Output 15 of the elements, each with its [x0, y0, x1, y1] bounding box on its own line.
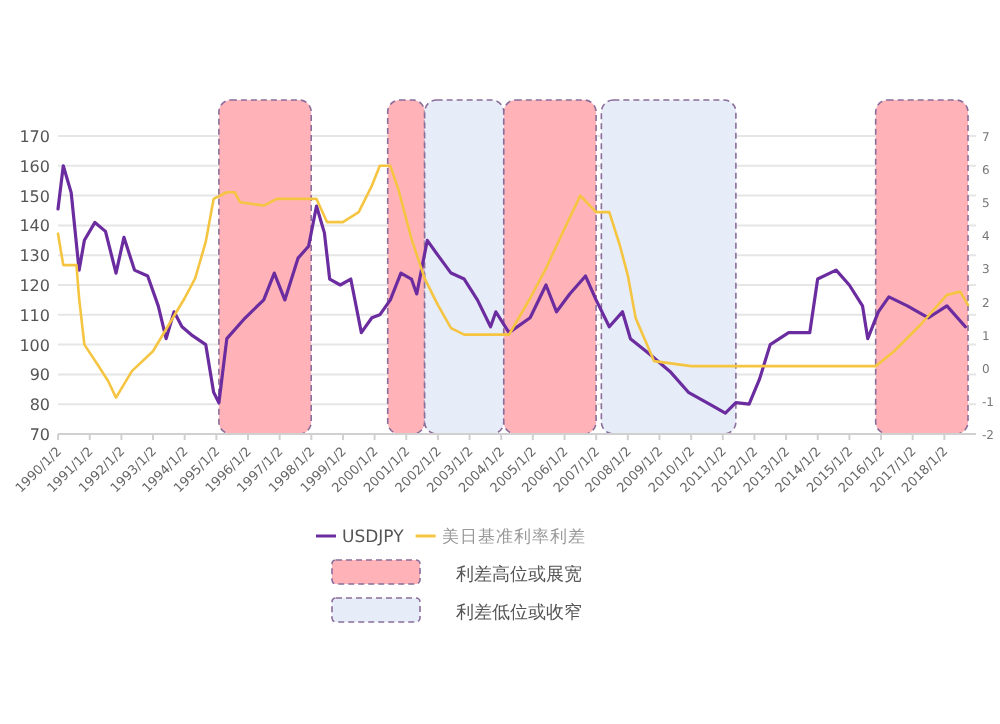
y-tick-label: 120 [19, 277, 50, 295]
y-tick-label: 100 [19, 336, 50, 355]
y-tick-label: 130 [19, 247, 50, 266]
y-tick-label: 170 [19, 128, 50, 146]
y-tick-label: 90 [29, 366, 50, 385]
legend-label: 美日基准利率利差 [441, 526, 586, 548]
y-tick-label: 150 [19, 187, 50, 206]
legend-label: USDJPY [342, 528, 406, 548]
y-tick-label: 80 [29, 396, 50, 415]
y-tick-label: 160 [19, 157, 50, 176]
legend-label: 利差低位或收窄 [456, 602, 582, 624]
y-tick-label: 70 [29, 426, 50, 444]
y-tick-label: 110 [19, 306, 50, 325]
y-tick-label: 140 [19, 217, 50, 236]
legend-label: 利差高位或展宽 [456, 564, 582, 586]
